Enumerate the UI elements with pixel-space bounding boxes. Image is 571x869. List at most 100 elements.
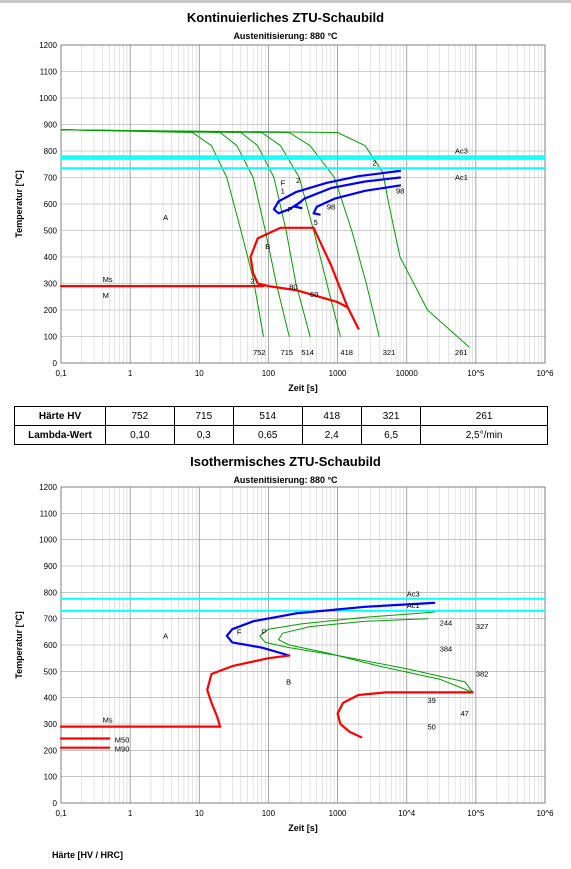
annotation-label: 514 (301, 348, 314, 357)
annotation-label: 98 (327, 202, 335, 211)
y-tick-label: 1200 (39, 483, 57, 492)
annotation-label: Ac3 (455, 147, 468, 156)
annotation-label: A (163, 631, 168, 640)
annotation-label: 715 (281, 348, 294, 357)
series-line (259, 611, 474, 693)
y-tick-label: 900 (44, 121, 58, 130)
annotation-label: 5 (314, 218, 318, 227)
y-axis-label: Temperatur [°C] (14, 170, 24, 237)
annotation-label: 382 (476, 670, 489, 679)
annotation-label: Ac1 (455, 173, 468, 182)
x-axis-label: Zeit [s] (288, 823, 318, 833)
x-tick-label: 100 (262, 369, 276, 378)
table-cell: 2,5°/min (420, 425, 548, 445)
annotation-label: 47 (461, 709, 469, 718)
x-tick-label: 0,1 (55, 369, 67, 378)
y-tick-label: 500 (44, 227, 58, 236)
annotation-label: M50 (115, 735, 130, 744)
x-tick-label: 10 (195, 369, 204, 378)
annotation-label: 1 (281, 186, 285, 195)
y-tick-label: 0 (53, 799, 58, 808)
chart1-title: Kontinuierliches ZTU-Schaubild (186, 10, 385, 25)
table-cell: 261 (420, 406, 548, 426)
y-tick-label: 900 (44, 562, 58, 571)
annotation-label: 60 (310, 290, 318, 299)
table-cell: 321 (360, 406, 422, 426)
annotation-label: 50 (428, 722, 436, 731)
annotation-label: 418 (340, 348, 353, 357)
annotation-label: 244 (440, 618, 453, 627)
x-axis-label: Zeit [s] (288, 383, 318, 393)
y-tick-label: 600 (44, 641, 58, 650)
annotation-label: 2 (296, 176, 300, 185)
x-tick-label: 10^6 (536, 809, 554, 818)
annotation-label: 39 (428, 696, 436, 705)
series-line (206, 654, 291, 728)
hardness-table: Härte HV 752 715 514 418 321 261 Lambda-… (14, 406, 548, 445)
series-line (336, 691, 474, 739)
x-tick-label: 1000 (329, 369, 347, 378)
table-cell: 752 (105, 406, 175, 426)
table-cell: 6,5 (360, 425, 422, 445)
annotation-label: Ms (103, 716, 113, 725)
y-axis-label: Temperatur [°C] (14, 611, 24, 678)
annotation-label: 2 (372, 159, 376, 168)
annotation-label: 98 (396, 186, 404, 195)
row-label-lambda: Lambda-Wert (14, 425, 106, 445)
chart1-subtitle: Austenitisierung: 880 °C (233, 31, 338, 41)
x-tick-label: 0,1 (55, 809, 67, 818)
annotation-label: 752 (253, 348, 266, 357)
y-tick-label: 100 (44, 773, 58, 782)
y-tick-label: 200 (44, 306, 58, 315)
annotation-label: M (103, 291, 109, 300)
chart-grid (60, 44, 545, 364)
annotation-label: F (281, 178, 286, 187)
y-tick-label: 300 (44, 280, 58, 289)
series-line (60, 129, 264, 337)
table-cell: 0,3 (173, 425, 234, 445)
annotation-label: 327 (476, 622, 489, 631)
y-tick-label: 0 (53, 359, 58, 368)
annotation-label: 321 (383, 348, 396, 357)
y-tick-label: 800 (44, 147, 58, 156)
x-tick-label: 1 (128, 369, 133, 378)
annotation-label: Ac1 (407, 601, 420, 610)
table-cell: 0,10 (105, 425, 175, 445)
annotation-label: 80 (289, 282, 297, 291)
table-cell: 418 (301, 406, 362, 426)
plot-frame (60, 486, 546, 804)
annotation-label: 384 (440, 645, 453, 654)
y-tick-label: 1000 (39, 94, 57, 103)
y-tick-label: 800 (44, 588, 58, 597)
x-tick-label: 10 (195, 809, 204, 818)
y-tick-label: 700 (44, 174, 58, 183)
series-line (293, 176, 402, 210)
y-tick-label: 200 (44, 746, 58, 755)
y-tick-label: 400 (44, 694, 58, 703)
annotation-label: B (286, 678, 291, 687)
plot-frame (60, 44, 546, 364)
chart2-svg: 0100200300400500600700800900100011001200… (14, 483, 554, 833)
annotation-label: 261 (455, 348, 468, 357)
table-cell: 2,4 (301, 425, 362, 445)
series-line (225, 601, 436, 657)
series-line (278, 618, 474, 693)
y-tick-label: 1100 (40, 509, 58, 518)
series-line (312, 226, 360, 330)
y-tick-label: 700 (44, 615, 58, 624)
series-line (272, 169, 402, 215)
x-tick-label: 10^5 (467, 369, 485, 378)
annotation-label: P (262, 627, 267, 636)
row-label-hardness: Härte HV (14, 406, 106, 426)
table-cell: 715 (173, 406, 234, 426)
y-tick-label: 600 (44, 200, 58, 209)
annotation-label: A (163, 213, 168, 222)
table-cell: 0,65 (232, 425, 303, 445)
annotation-label: 2 (250, 277, 254, 286)
x-tick-label: 10^6 (536, 369, 554, 378)
x-tick-label: 10000 (396, 369, 419, 378)
chart2-title: Isothermisches ZTU-Schaubild (190, 454, 381, 469)
annotation-label: B (265, 242, 270, 251)
series-line (60, 129, 311, 337)
table-cell: 514 (232, 406, 303, 426)
